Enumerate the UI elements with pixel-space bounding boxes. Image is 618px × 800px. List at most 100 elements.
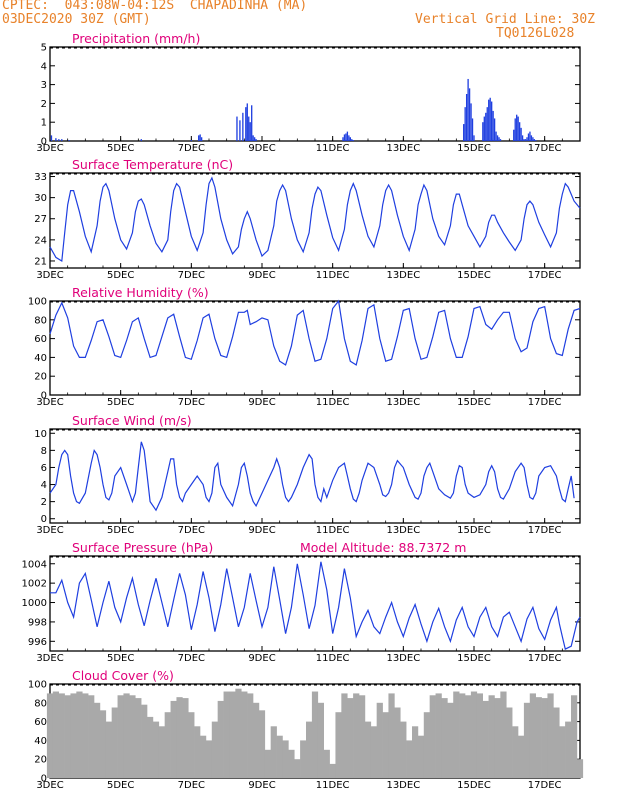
precip-ytick-label: 0 <box>41 137 47 148</box>
cloud-ytick-label: 80 <box>34 698 47 709</box>
cloud-column <box>117 695 124 778</box>
cloud-xtick-label: 9DEC <box>248 780 275 791</box>
temp-xtick-label: 3DEC <box>36 270 63 281</box>
temp-xtick-label: 11DEC <box>316 270 350 281</box>
cloud-column <box>317 702 325 778</box>
precip-bar <box>467 78 469 141</box>
cloud-column <box>247 693 254 778</box>
cloud-column <box>494 698 501 778</box>
cloud-column <box>305 721 313 778</box>
precip-bar <box>248 116 250 141</box>
cloud-column <box>276 735 283 778</box>
precip-bar <box>520 127 522 141</box>
precip-bar <box>255 139 257 141</box>
temp-panel: 3DEC 5DEC 7DEC 9DEC 11DEC 13DEC 15DEC 17DEC 21 24… <box>34 157 581 281</box>
cloud-ytick-label: 20 <box>34 755 47 766</box>
precip-bar <box>342 137 344 141</box>
cloud-column <box>194 726 201 778</box>
wind-xtick-label: 9DEC <box>248 525 275 536</box>
cloud-panel: 3DEC 5DEC 7DEC 9DEC 11DEC 13DEC 15DEC 17DEC 0 20 4… <box>28 668 584 791</box>
precip-title: Precipitation (mm/h) <box>72 31 200 46</box>
cloud-column <box>211 721 219 778</box>
precip-xtick-label: 9DEC <box>248 143 275 154</box>
precip-xtick-label: 7DEC <box>178 143 205 154</box>
cloud-column <box>229 691 236 778</box>
cloud-column <box>553 707 560 778</box>
cloud-column <box>547 693 554 778</box>
temp-series-line <box>49 176 581 263</box>
cloud-column <box>488 695 495 778</box>
cloud-column <box>282 740 289 778</box>
rh-panel: 3DEC 5DEC 7DEC 9DEC 11DEC 13DEC 15DEC 17DEC 0 20 4… <box>28 285 581 408</box>
cloud-column <box>141 704 148 778</box>
precip-bar <box>50 135 53 141</box>
cloud-column <box>46 693 54 778</box>
precip-bar <box>348 135 350 141</box>
temp-ytick-label: 30 <box>34 193 47 204</box>
precip-bar <box>252 135 254 141</box>
wind-ytick-label: 2 <box>41 497 47 508</box>
cloud-column <box>264 749 272 778</box>
precip-bar <box>61 139 63 141</box>
precip-bar <box>236 116 238 141</box>
cloud-column <box>470 691 478 778</box>
temp-title: Surface Temperature (nC) <box>72 157 233 172</box>
precip-ytick-label: 5 <box>41 43 47 54</box>
wind-xtick-label: 11DEC <box>316 525 350 536</box>
cloud-column <box>99 710 107 778</box>
precip-bar <box>351 139 353 141</box>
precip-ytick-label: 1 <box>41 118 47 129</box>
cloud-column <box>217 700 224 778</box>
precip-bar <box>242 112 244 141</box>
cloud-column <box>329 763 336 778</box>
rh-ytick-label: 60 <box>34 334 47 345</box>
cloud-column <box>347 698 354 778</box>
cloud-column <box>93 702 101 778</box>
precip-bar <box>345 133 347 141</box>
pressure-series-line <box>50 561 581 650</box>
cloud-column <box>123 693 130 778</box>
cloud-column <box>105 721 113 778</box>
cloud-column <box>188 712 195 778</box>
precip-bar <box>473 135 475 141</box>
cloud-column <box>205 740 213 778</box>
precip-bar <box>533 139 536 141</box>
wind-series-line <box>49 441 575 512</box>
pressure-ytick-label: 1004 <box>22 559 47 570</box>
cloud-column <box>335 712 342 778</box>
precip-bar <box>343 134 346 141</box>
precip-bar <box>516 114 518 141</box>
rh-xtick-label: 7DEC <box>178 397 205 408</box>
cloud-column <box>288 749 295 778</box>
cloud-column <box>453 691 460 778</box>
rh-xtick-label: 9DEC <box>248 397 275 408</box>
wind-ytick-label: 8 <box>41 446 47 457</box>
rh-ytick-label: 0 <box>41 391 47 402</box>
precip-bar <box>200 137 203 141</box>
cloud-column <box>376 702 383 778</box>
precip-bar <box>465 94 468 141</box>
cloud-column <box>294 759 301 778</box>
precip-bar <box>246 103 248 141</box>
precip-bar <box>464 107 466 141</box>
pressure-xtick-label: 17DEC <box>528 653 562 664</box>
wind-xtick-label: 3DEC <box>36 525 63 536</box>
pressure-title: Surface Pressure (hPa) <box>72 540 213 555</box>
rh-ytick-label: 40 <box>34 353 47 364</box>
precip-bar <box>485 112 487 141</box>
cloud-xtick-label: 7DEC <box>178 780 205 791</box>
cloud-column <box>482 700 489 778</box>
precip-xtick-label: 5DEC <box>107 143 134 154</box>
cloud-column <box>358 695 366 778</box>
precip-xtick-label: 13DEC <box>386 143 420 154</box>
rh-series-line <box>49 299 581 366</box>
temp-xtick-label: 9DEC <box>248 270 275 281</box>
wind-xtick-label: 5DEC <box>107 525 134 536</box>
precip-xtick-label: 3DEC <box>36 143 63 154</box>
precip-bar <box>58 139 60 141</box>
cloud-column <box>464 695 472 778</box>
wind-ytick-label: 10 <box>34 429 47 440</box>
precip-bar <box>55 138 57 141</box>
precip-bar <box>199 134 201 141</box>
